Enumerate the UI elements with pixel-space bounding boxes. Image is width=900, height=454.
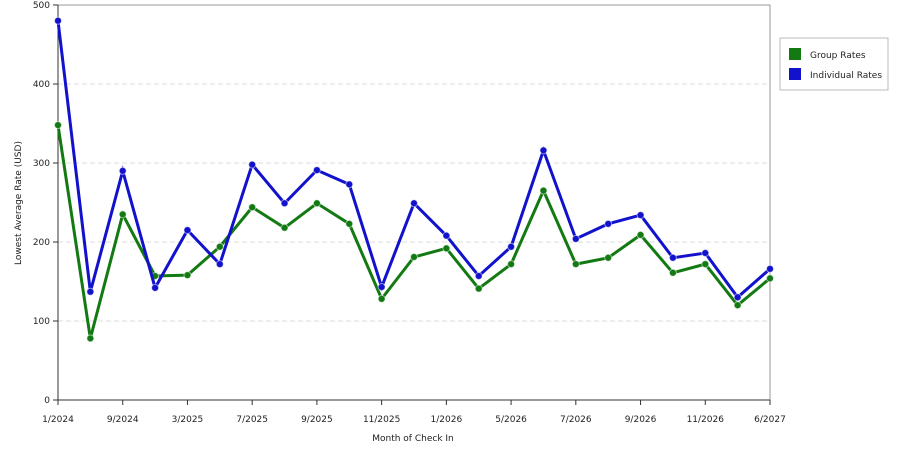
legend-swatch xyxy=(789,48,801,60)
data-point xyxy=(442,244,451,253)
x-tick-label: 7/2026 xyxy=(560,415,592,425)
x-tick-label: 1/2024 xyxy=(42,415,74,425)
data-point xyxy=(701,260,710,269)
x-tick-label: 3/2025 xyxy=(172,415,204,425)
data-point xyxy=(571,260,580,269)
x-tick-label: 9/2026 xyxy=(625,415,657,425)
data-point xyxy=(733,301,742,310)
data-point xyxy=(345,180,354,189)
data-point xyxy=(507,260,516,269)
data-point xyxy=(248,203,257,212)
data-point xyxy=(604,253,613,262)
data-point xyxy=(733,293,742,302)
y-tick-label: 400 xyxy=(33,80,50,90)
data-point xyxy=(668,253,677,262)
data-point xyxy=(215,260,224,269)
data-point xyxy=(668,268,677,277)
data-point xyxy=(604,219,613,228)
data-point xyxy=(312,199,321,208)
x-tick-label: 11/2026 xyxy=(687,415,725,425)
data-point xyxy=(118,210,127,219)
data-point xyxy=(539,146,548,155)
data-point xyxy=(377,283,386,292)
legend-label: Group Rates xyxy=(810,51,866,61)
legend-swatch xyxy=(789,68,801,80)
x-tick-label: 11/2025 xyxy=(363,415,400,425)
x-tick-label: 5/2026 xyxy=(495,415,527,425)
x-tick-label: 7/2025 xyxy=(236,415,268,425)
data-point xyxy=(54,121,62,130)
data-point xyxy=(766,274,774,283)
x-axis-label: Month of Check In xyxy=(372,434,454,444)
data-point xyxy=(280,223,289,232)
y-tick-label: 100 xyxy=(33,317,50,327)
y-tick-label: 200 xyxy=(33,238,50,248)
data-point xyxy=(636,230,645,239)
data-point xyxy=(312,166,321,175)
data-point xyxy=(215,242,224,251)
data-point xyxy=(636,211,645,220)
data-point xyxy=(183,226,192,235)
y-axis-label: Lowest Average Rate (USD) xyxy=(14,141,24,265)
data-point xyxy=(280,199,289,208)
data-point xyxy=(766,264,774,273)
x-tick-label: 6/2027 xyxy=(754,415,786,425)
data-point xyxy=(474,271,483,280)
data-point xyxy=(474,284,483,293)
y-tick-label: 0 xyxy=(44,396,50,406)
x-tick-label: 1/2026 xyxy=(431,415,463,425)
data-point xyxy=(183,271,192,280)
data-point xyxy=(571,234,580,243)
data-point xyxy=(248,160,257,169)
data-point xyxy=(410,199,418,208)
data-point xyxy=(54,16,62,25)
data-point xyxy=(701,249,710,258)
y-tick-label: 300 xyxy=(33,159,50,169)
legend-box xyxy=(779,37,889,91)
x-tick-label: 9/2025 xyxy=(301,415,333,425)
data-point xyxy=(151,283,160,292)
data-point xyxy=(442,231,451,240)
data-point xyxy=(410,253,418,262)
x-tick-label: 9/2024 xyxy=(107,415,139,425)
data-point xyxy=(539,186,548,195)
data-point xyxy=(118,166,127,175)
data-point xyxy=(507,242,516,251)
data-point xyxy=(86,287,95,296)
data-point xyxy=(345,219,354,228)
legend-label: Individual Rates xyxy=(810,71,882,81)
data-point xyxy=(86,334,95,343)
y-tick-label: 500 xyxy=(33,1,50,11)
data-point xyxy=(377,294,386,303)
